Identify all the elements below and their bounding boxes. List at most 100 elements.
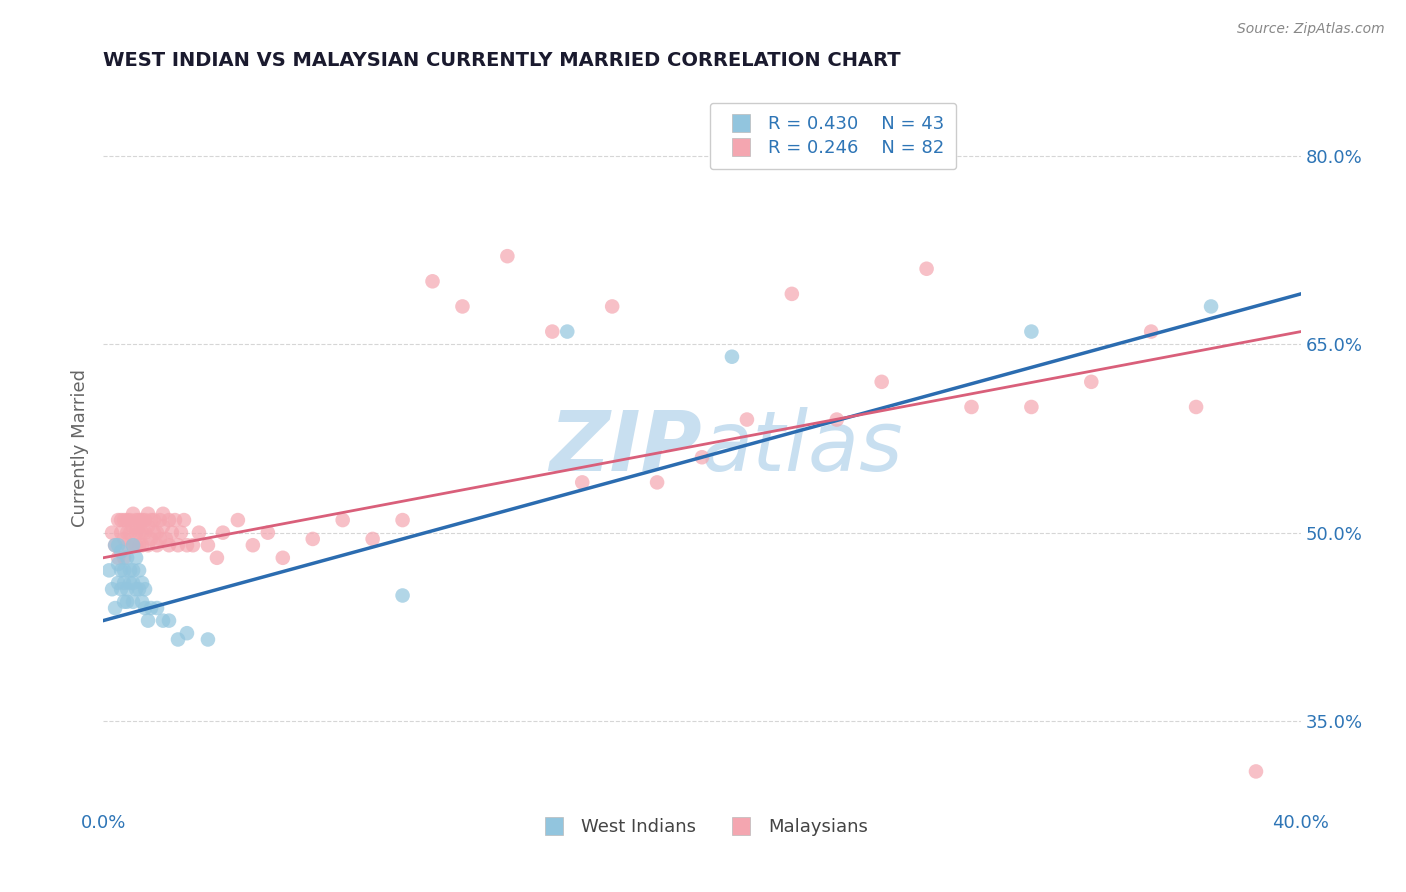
Point <box>256 525 278 540</box>
Point <box>167 538 190 552</box>
Point <box>157 538 180 552</box>
Point <box>110 525 132 540</box>
Point <box>107 550 129 565</box>
Point <box>120 563 142 577</box>
Point <box>361 532 384 546</box>
Point <box>115 513 138 527</box>
Point <box>136 614 159 628</box>
Point <box>152 507 174 521</box>
Point <box>870 375 893 389</box>
Point <box>131 576 153 591</box>
Point <box>176 538 198 552</box>
Point <box>143 513 166 527</box>
Point <box>134 582 156 597</box>
Point <box>110 544 132 558</box>
Point <box>690 450 713 465</box>
Point <box>112 513 135 527</box>
Point <box>176 626 198 640</box>
Point <box>825 412 848 426</box>
Point <box>120 525 142 540</box>
Point <box>122 563 145 577</box>
Point <box>197 632 219 647</box>
Point <box>139 513 162 527</box>
Point <box>1140 325 1163 339</box>
Point <box>422 274 444 288</box>
Point <box>1199 300 1222 314</box>
Point <box>115 582 138 597</box>
Point <box>197 538 219 552</box>
Point <box>131 525 153 540</box>
Point <box>122 538 145 552</box>
Point <box>101 582 124 597</box>
Point <box>136 538 159 552</box>
Point <box>107 538 129 552</box>
Point <box>167 632 190 647</box>
Point <box>112 532 135 546</box>
Point <box>960 400 983 414</box>
Point <box>146 538 169 552</box>
Point <box>146 525 169 540</box>
Point <box>122 595 145 609</box>
Point <box>139 601 162 615</box>
Point <box>271 550 294 565</box>
Point <box>496 249 519 263</box>
Point <box>131 595 153 609</box>
Point <box>125 513 148 527</box>
Text: ZIP: ZIP <box>550 408 702 488</box>
Point <box>555 325 578 339</box>
Point <box>600 300 623 314</box>
Point <box>301 532 323 546</box>
Point <box>155 532 177 546</box>
Point <box>1080 375 1102 389</box>
Point <box>143 525 166 540</box>
Point <box>112 576 135 591</box>
Point <box>104 538 127 552</box>
Point <box>98 563 121 577</box>
Point <box>1021 400 1043 414</box>
Point <box>128 538 150 552</box>
Point <box>101 525 124 540</box>
Point <box>1244 764 1267 779</box>
Point <box>128 563 150 577</box>
Point <box>136 519 159 533</box>
Point <box>107 557 129 571</box>
Point <box>915 261 938 276</box>
Point <box>780 286 803 301</box>
Point <box>125 582 148 597</box>
Point <box>1021 325 1043 339</box>
Point <box>205 550 228 565</box>
Point <box>157 614 180 628</box>
Point <box>149 532 172 546</box>
Text: atlas: atlas <box>702 408 904 488</box>
Point <box>128 513 150 527</box>
Point <box>131 513 153 527</box>
Point <box>149 513 172 527</box>
Point <box>146 601 169 615</box>
Point <box>157 513 180 527</box>
Point <box>112 595 135 609</box>
Y-axis label: Currently Married: Currently Married <box>72 368 89 527</box>
Point <box>173 513 195 527</box>
Point <box>226 513 249 527</box>
Point <box>332 513 354 527</box>
Legend: West Indians, Malaysians: West Indians, Malaysians <box>529 811 876 844</box>
Point <box>645 475 668 490</box>
Point <box>152 519 174 533</box>
Point <box>115 525 138 540</box>
Point <box>112 550 135 565</box>
Point <box>134 601 156 615</box>
Point <box>115 595 138 609</box>
Point <box>125 538 148 552</box>
Point <box>122 538 145 552</box>
Point <box>1185 400 1208 414</box>
Point <box>104 538 127 552</box>
Point <box>735 412 758 426</box>
Point <box>110 582 132 597</box>
Point <box>181 538 204 552</box>
Point <box>134 525 156 540</box>
Point <box>451 300 474 314</box>
Point <box>571 475 593 490</box>
Point <box>139 532 162 546</box>
Point <box>541 325 564 339</box>
Point <box>122 519 145 533</box>
